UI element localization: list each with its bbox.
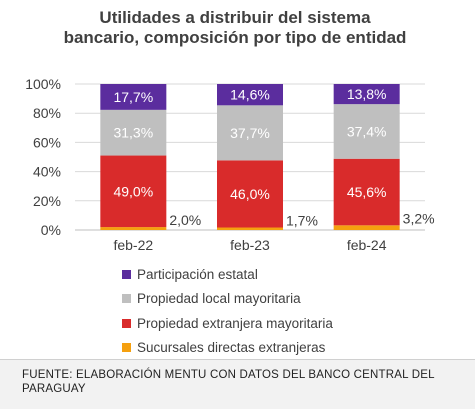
legend-swatch xyxy=(122,318,131,328)
bar-segment xyxy=(100,109,167,156)
y-tick-label: 80% xyxy=(33,105,61,121)
legend-item: Propiedad extranjera mayoritaria xyxy=(122,311,333,336)
legend-label: Sucursales directas extranjeras xyxy=(137,340,326,356)
legend-label: Participación estatal xyxy=(137,266,258,282)
bar-segment xyxy=(333,84,400,105)
x-tick-label: feb-23 xyxy=(230,237,270,253)
bar-segment xyxy=(333,158,400,226)
legend-swatch xyxy=(122,294,131,304)
legend-label: Propiedad extranjera mayoritaria xyxy=(137,315,333,331)
data-labels: 2,0% 49,0% 31,3% 17,7% 1,7% 46,0% 37,7% 14,6% 3,… xyxy=(113,86,434,228)
bar-segment xyxy=(217,84,283,106)
legend-swatch xyxy=(122,269,131,279)
data-label: 37,7% xyxy=(230,125,270,141)
legend-swatch xyxy=(122,343,131,353)
bar-segment xyxy=(217,227,283,230)
bar-segment xyxy=(333,104,400,159)
y-tick-label: 60% xyxy=(33,134,61,150)
bar-segment xyxy=(333,225,400,230)
x-axis-tick-labels: feb-22 feb-23 feb-24 xyxy=(113,237,386,253)
data-label: 45,6% xyxy=(347,184,387,200)
stacked-bar-chart: 0% 20% 40% 60% 80% 100% 2,0% 49,0% 31,3% 17,7% 1,… xyxy=(25,76,434,253)
bar-segment xyxy=(100,84,167,110)
data-label: 14,6% xyxy=(230,87,270,103)
data-label: 49,0% xyxy=(113,183,153,199)
source-note: Fuente: Elaboración MENTU con datos del … xyxy=(0,359,475,409)
y-tick-label: 100% xyxy=(25,76,61,92)
legend-item: Participación estatal xyxy=(122,262,333,287)
legend-item: Sucursales directas extranjeras xyxy=(122,336,333,361)
data-label: 31,3% xyxy=(113,125,153,141)
data-label: 2,0% xyxy=(169,212,201,228)
bars xyxy=(100,84,400,230)
chart-title: Utilidades a distribuir del sistema banc… xyxy=(63,8,407,47)
legend-label: Propiedad local mayoritaria xyxy=(137,291,301,307)
legend-item: Propiedad local mayoritaria xyxy=(122,287,333,312)
data-label: 17,7% xyxy=(113,89,153,105)
data-label: 3,2% xyxy=(403,210,435,226)
data-label: 46,0% xyxy=(230,186,270,202)
bar-segment xyxy=(217,160,283,228)
bar-segment xyxy=(100,155,167,228)
x-tick-label: feb-22 xyxy=(113,237,153,253)
y-tick-label: 40% xyxy=(33,164,61,180)
data-label: 37,4% xyxy=(347,123,387,139)
data-label: 1,7% xyxy=(286,213,318,229)
legend: Participación estatal Propiedad local may… xyxy=(122,262,333,360)
data-label: 13,8% xyxy=(347,86,387,102)
y-tick-label: 0% xyxy=(41,222,61,238)
bar-segment xyxy=(217,105,283,161)
bar-segment xyxy=(100,227,167,230)
y-tick-label: 20% xyxy=(33,193,61,209)
x-tick-label: feb-24 xyxy=(347,237,387,253)
y-axis-tick-labels: 0% 20% 40% 60% 80% 100% xyxy=(25,76,61,238)
source-text: Fuente: Elaboración MENTU con datos del … xyxy=(22,369,435,395)
